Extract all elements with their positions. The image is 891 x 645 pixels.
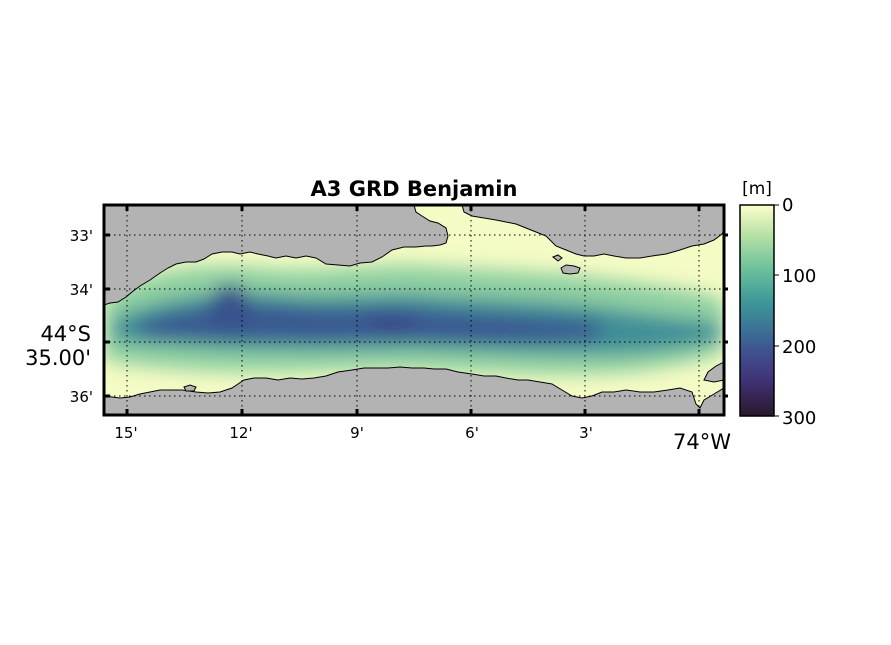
islet-small [552, 254, 563, 262]
colorbar-gradient [739, 204, 775, 417]
islet [560, 264, 581, 275]
lat-tick-label: 33' [70, 227, 93, 245]
lon-tick-label: 15' [114, 424, 137, 442]
land-north-east [461, 205, 724, 259]
colorbar: [m] 0 100 200 300 [739, 179, 816, 429]
colorbar-tick-label: 100 [782, 266, 816, 287]
lon-tick-label: 3' [579, 424, 593, 442]
lat-major-label-minutes: 35.00' [25, 346, 91, 370]
lon-tick-label: 6' [465, 424, 479, 442]
lon-tick-label: 12' [229, 424, 252, 442]
colorbar-unit-label: [m] [742, 179, 772, 199]
depth-field [104, 265, 724, 375]
colorbar-tick-label: 300 [782, 408, 816, 429]
graticule [104, 205, 724, 415]
colorbar-tick-label: 200 [782, 337, 816, 358]
map-frame [102, 203, 726, 417]
colorbar-tick-label: 0 [782, 195, 793, 216]
lat-tick-label: 34' [70, 281, 93, 299]
lat-major-label: 44°S [40, 322, 91, 346]
map-panel [104, 205, 724, 415]
land-south [104, 366, 724, 415]
lon-major-label: 74°W [673, 430, 731, 454]
lon-labels: 15' 12' 9' 6' 3' [114, 424, 592, 442]
lat-tick-label: 36' [70, 388, 93, 406]
land-north [104, 205, 449, 306]
islet-south [183, 384, 197, 392]
land-south-east-lobe [703, 361, 724, 383]
map-title: A3 GRD Benjamin [311, 177, 518, 201]
lon-tick-label: 9' [350, 424, 364, 442]
lat-labels: 33' 34' 36' [70, 227, 93, 406]
frame-ticks [104, 205, 728, 415]
